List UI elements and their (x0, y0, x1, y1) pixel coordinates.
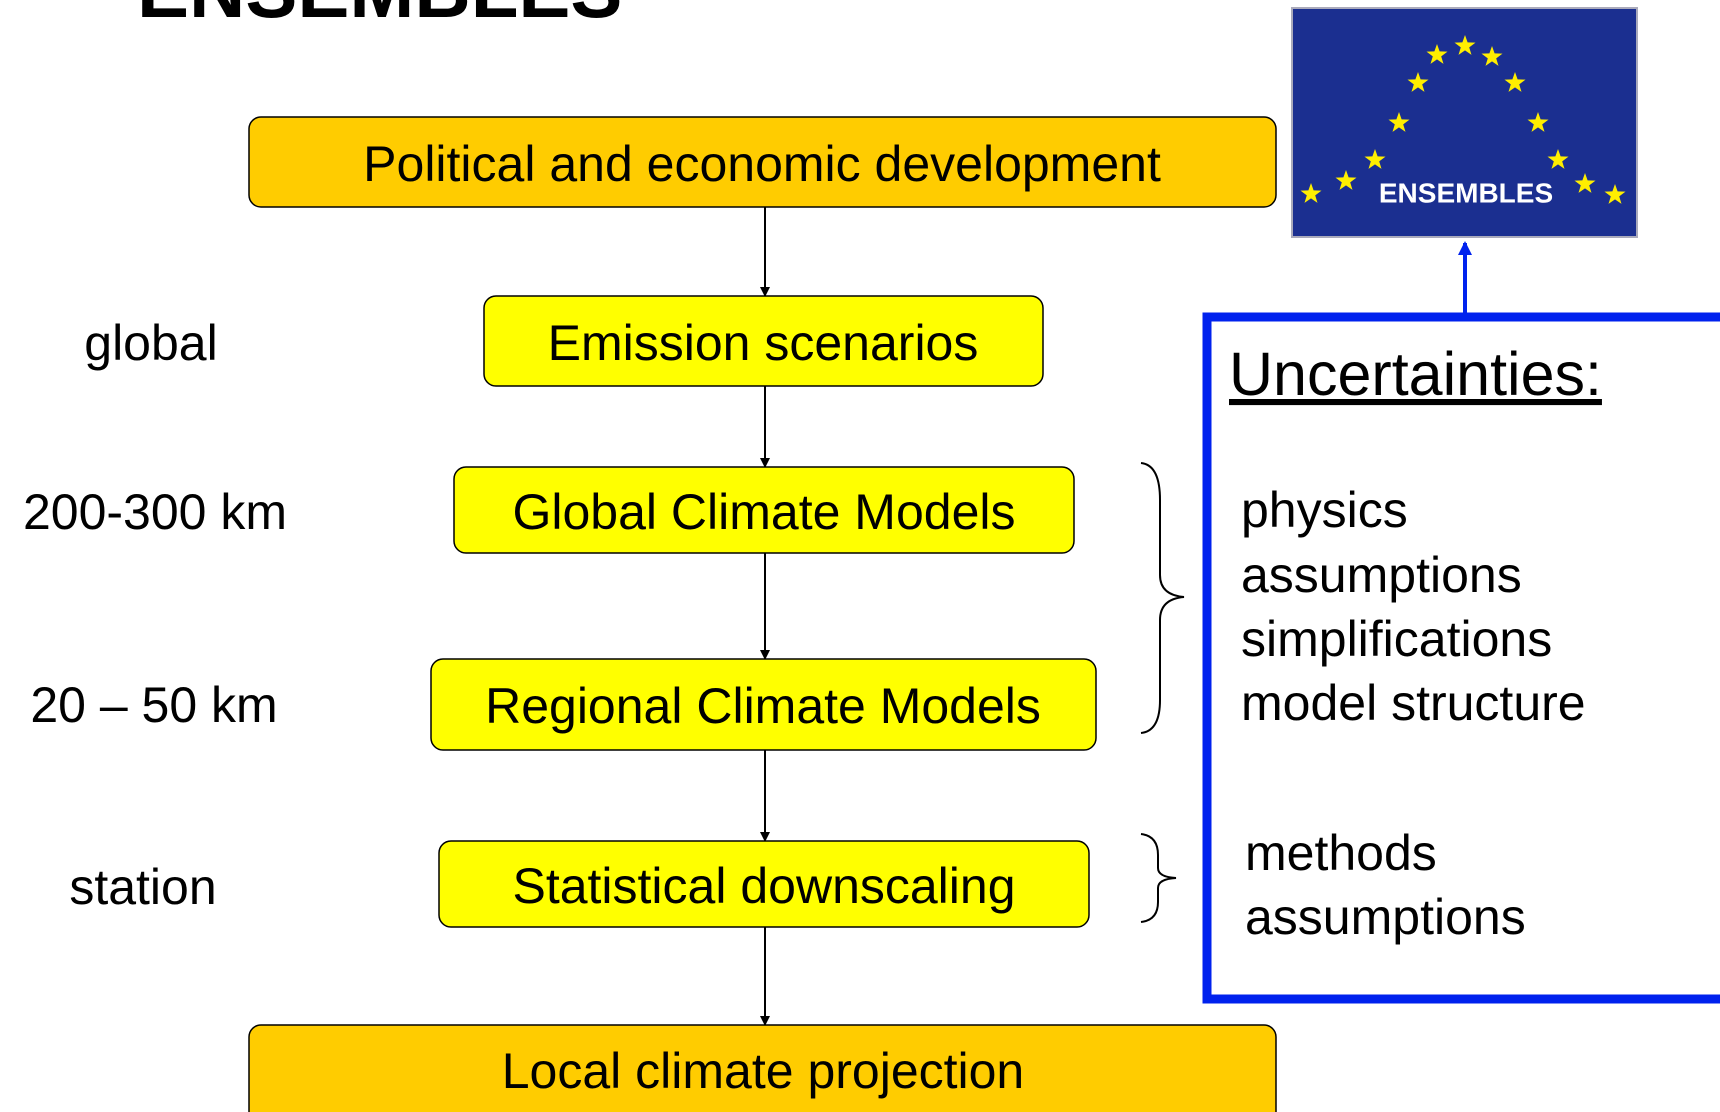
scale-label: station (69, 859, 216, 915)
node-label: Local climate projection (502, 1043, 1025, 1099)
node-label: Global Climate Models (513, 484, 1016, 540)
scale-label: global (84, 315, 217, 371)
node-box (483, 295, 1044, 387)
uncertainty-item: simplifications (1241, 611, 1552, 667)
brace (1140, 462, 1185, 734)
uncertainty-box (1202, 312, 1720, 1004)
scale-label: 20 – 50 km (30, 677, 277, 733)
node-label: Political and economic development (363, 136, 1161, 192)
uncertainty-item: assumptions (1241, 547, 1522, 603)
node-box (430, 658, 1097, 751)
node-label: Regional Climate Models (485, 678, 1041, 734)
node-label: Emission scenarios (548, 315, 979, 371)
brace (1140, 833, 1177, 923)
uncertainty-item: model structure (1241, 675, 1586, 731)
node-box (438, 840, 1090, 928)
logo-text: ENSEMBLES (1379, 178, 1553, 209)
uncertainty-item: methods (1245, 825, 1437, 881)
uncertainty-item: assumptions (1245, 889, 1526, 945)
node-label: Statistical downscaling (512, 858, 1015, 914)
logo: ENSEMBLES (1291, 7, 1638, 238)
node-box (248, 116, 1277, 208)
node-box (453, 466, 1075, 554)
node-box (248, 1024, 1277, 1112)
scale-label: 200-300 km (23, 484, 287, 540)
title: ENSEMBLES (137, 0, 622, 34)
uncertainty-item: physics (1241, 482, 1408, 538)
uncertainty-title: Uncertainties: (1229, 340, 1602, 408)
